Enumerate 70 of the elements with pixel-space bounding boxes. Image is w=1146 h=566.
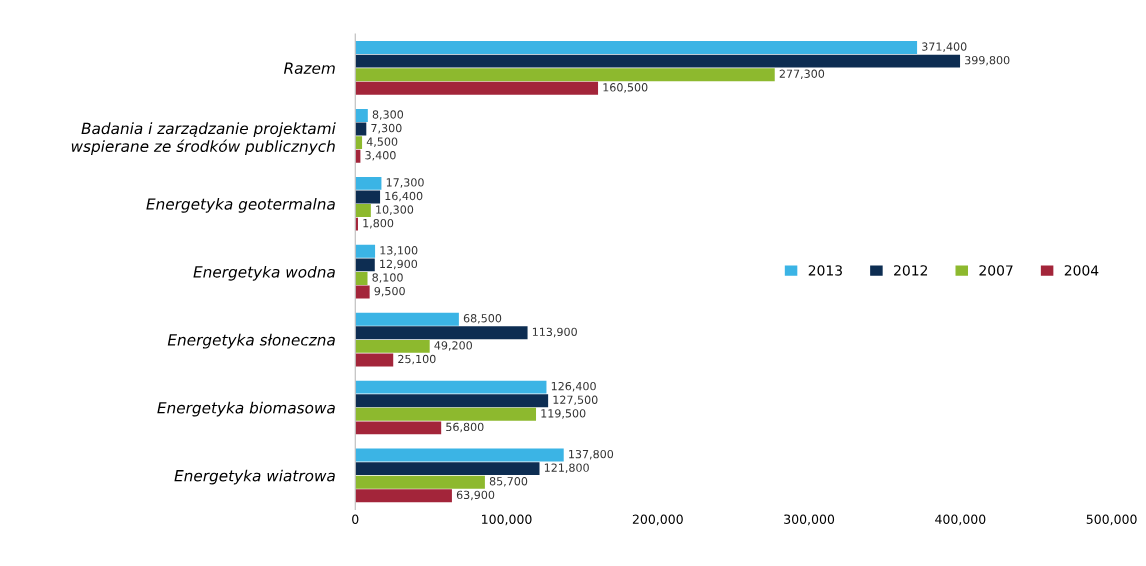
legend-label: 2012 (894, 265, 928, 276)
data-label: 121,800 (544, 463, 589, 474)
x-tick-label: 300,000 (784, 514, 835, 526)
y-tick-label: Badania i zarządzanie projektami wspierane ze środków publicznych (71, 122, 336, 155)
data-label: 3,400 (365, 151, 396, 161)
data-label: 7,300 (371, 123, 402, 134)
bar (355, 190, 381, 204)
bar (355, 244, 376, 258)
y-tick-label: Energetyka geotermalna (146, 197, 335, 213)
data-label: 68,500 (463, 314, 502, 324)
bar (355, 326, 528, 340)
bar (355, 462, 540, 476)
data-label: 1,800 (363, 218, 394, 229)
data-label: 16,400 (385, 191, 423, 202)
x-tick-label: 100,000 (482, 514, 532, 526)
bar (355, 339, 430, 353)
bar (355, 204, 371, 217)
legend-label: 2004 (1064, 265, 1099, 276)
data-label: 127,500 (553, 395, 598, 406)
bar (355, 475, 485, 489)
y-tick-label: Razem (283, 62, 335, 74)
bar (355, 353, 394, 367)
y-tick-label: Energetyka słoneczna (167, 333, 335, 349)
bar (355, 122, 367, 136)
bar (355, 489, 452, 503)
data-label: 17,300 (386, 178, 424, 188)
data-label: 113,900 (532, 327, 577, 338)
bar (355, 54, 961, 68)
data-label: 85,700 (489, 477, 528, 487)
data-label: 160,500 (603, 83, 648, 93)
bar (355, 407, 537, 421)
bar (355, 109, 368, 122)
y-tick-label: Energetyka biomasowa (157, 401, 335, 417)
data-label: 4,500 (366, 137, 398, 147)
data-label: 126,400 (551, 381, 596, 392)
data-label: 49,200 (434, 341, 472, 351)
data-label: 25,100 (398, 354, 436, 365)
x-tick-label: 400,000 (935, 514, 986, 526)
data-label: 8,100 (372, 273, 403, 283)
bar (355, 312, 459, 326)
data-label: 9,500 (374, 286, 405, 297)
y-tick-label: Energetyka wodna (193, 265, 335, 281)
data-label: 13,100 (380, 246, 418, 256)
data-label: 56,800 (446, 422, 484, 433)
x-tick-label: 200,000 (632, 514, 683, 526)
data-label: 8,300 (372, 110, 404, 120)
data-label: 119,500 (541, 409, 586, 419)
data-label: 10,300 (376, 205, 414, 215)
data-label: 399,800 (965, 55, 1010, 66)
bar (355, 176, 382, 190)
bar (355, 421, 442, 435)
legend-label: 2007 (979, 265, 1013, 276)
bar (355, 272, 368, 285)
bar (355, 68, 775, 82)
bar (355, 285, 370, 299)
legend-label: 2013 (808, 265, 842, 276)
data-label: 12,900 (380, 259, 418, 270)
bar (355, 448, 564, 462)
x-tick-label: 500,000 (1086, 514, 1137, 526)
bar (355, 380, 547, 394)
data-label: 371,400 (922, 42, 967, 52)
bar (355, 41, 918, 54)
x-tick-label: 0 (352, 514, 359, 524)
bar (355, 394, 549, 408)
data-label: 63,900 (456, 490, 495, 501)
bar (355, 81, 599, 95)
data-label: 277,300 (779, 69, 825, 80)
data-label: 137,800 (569, 449, 614, 460)
y-tick-label: Energetyka wiatrowa (174, 469, 335, 485)
bar (355, 258, 375, 272)
